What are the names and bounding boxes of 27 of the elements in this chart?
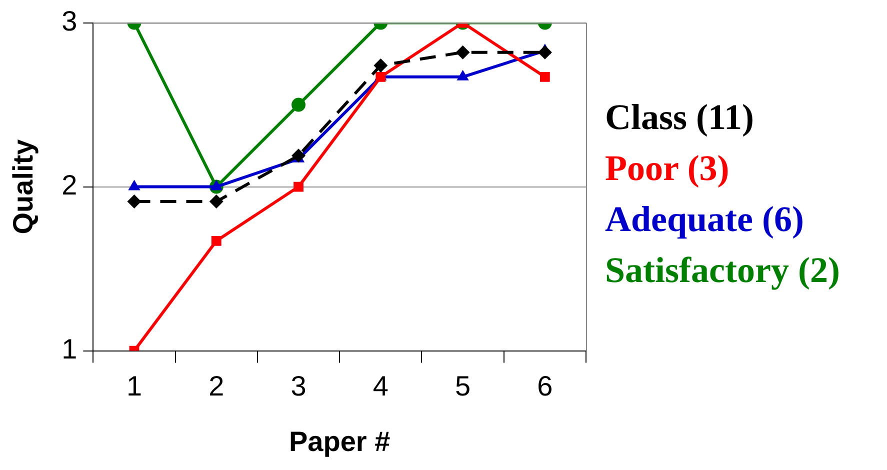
point <box>456 45 470 60</box>
y-tick-label: 1 <box>62 334 78 365</box>
point <box>211 236 222 246</box>
point <box>294 182 304 192</box>
point <box>209 194 224 209</box>
point <box>292 98 306 112</box>
text: Adequate (6) <box>605 198 805 241</box>
x-axis-title: Paper # <box>289 426 391 457</box>
point <box>210 180 222 190</box>
text: Satisfactory (2) <box>605 249 840 292</box>
point <box>292 148 306 163</box>
x-tick-label: 6 <box>537 370 553 402</box>
y-tick-label: 3 <box>62 6 78 37</box>
y-tick-label: 2 <box>62 170 78 201</box>
series-label: Class (11) <box>605 96 756 139</box>
x-tick-label: 3 <box>290 370 306 402</box>
x-tick-label: 1 <box>126 370 142 402</box>
point <box>127 194 142 209</box>
point <box>540 72 550 82</box>
point <box>538 45 552 60</box>
text: Poor (3) <box>605 147 730 190</box>
x-tick-label: 4 <box>372 370 388 402</box>
point <box>374 58 388 72</box>
x-tick-label: 2 <box>208 370 224 402</box>
y-axis-title: Quality <box>8 138 39 234</box>
x-tick-label: 5 <box>455 370 471 402</box>
point <box>128 180 140 190</box>
